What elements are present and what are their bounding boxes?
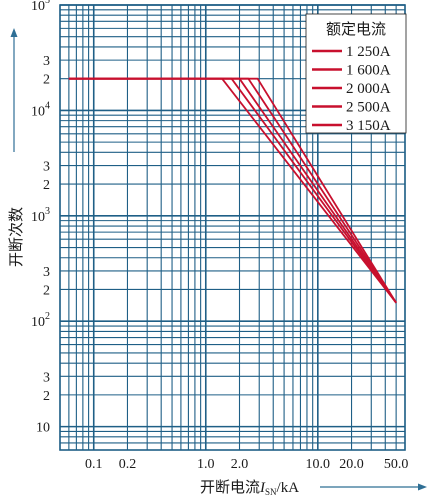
x-axis-title-text: 开断电流: [200, 478, 260, 496]
x-axis-title: 开断电流ISN/kA: [200, 478, 299, 497]
x-tick-label: 20.0: [339, 457, 364, 472]
y-tick-label: 3: [43, 160, 50, 175]
x-tick-labels: 0.1 0.2 1.0 2.0 10.0 20.0 50.0: [85, 457, 408, 472]
y-tick-label: 2: [43, 73, 50, 88]
y-tick-label: 102: [31, 311, 50, 330]
x-tick-label: 10.0: [306, 457, 331, 472]
x-axis-title-unit: /kA: [277, 480, 300, 496]
legend-label: 2 500A: [346, 100, 391, 116]
legend-label: 3 150A: [346, 118, 391, 134]
x-axis-title-sub: SN: [265, 487, 277, 497]
series-lines: [68, 77, 397, 304]
legend-box: [305, 13, 407, 134]
y-tick-label: 2: [43, 284, 50, 299]
x-axis-arrow: [320, 483, 427, 491]
y-tick-label: 3: [43, 265, 50, 280]
y-tick-label: 104: [31, 100, 50, 119]
y-axis-title: 开断次数: [7, 207, 25, 267]
x-tick-label: 0.1: [85, 457, 103, 472]
y-tick-label: 2: [43, 389, 50, 404]
legend-label: 1 250A: [346, 44, 391, 60]
x-tick-label: 2.0: [231, 457, 249, 472]
x-tick-label: 1.0: [197, 457, 215, 472]
y-tick-label: 105: [31, 0, 50, 14]
legend-label: 1 600A: [346, 63, 391, 79]
x-tick-label: 50.0: [384, 457, 409, 472]
y-tick-label: 2: [43, 178, 50, 193]
y-tick-label: 10: [36, 421, 50, 436]
series-line-5: [68, 77, 397, 304]
legend-title: 额定电流: [326, 20, 386, 38]
legend-label: 2 000A: [346, 81, 391, 97]
legend: 额定电流 1 250A 1 600A 2 000A 2 500A 3 150A: [305, 13, 407, 134]
y-tick-label: 103: [31, 206, 50, 225]
x-axis-title-var: I: [259, 480, 266, 496]
y-tick-label: 3: [43, 54, 50, 69]
x-tick-label: 0.2: [119, 457, 137, 472]
y-tick-labels: 105 3 2 104 3 2 103 3 2 102 3 2 10: [31, 0, 50, 436]
y-tick-label: 3: [43, 370, 50, 385]
y-axis-arrow: [10, 28, 18, 152]
